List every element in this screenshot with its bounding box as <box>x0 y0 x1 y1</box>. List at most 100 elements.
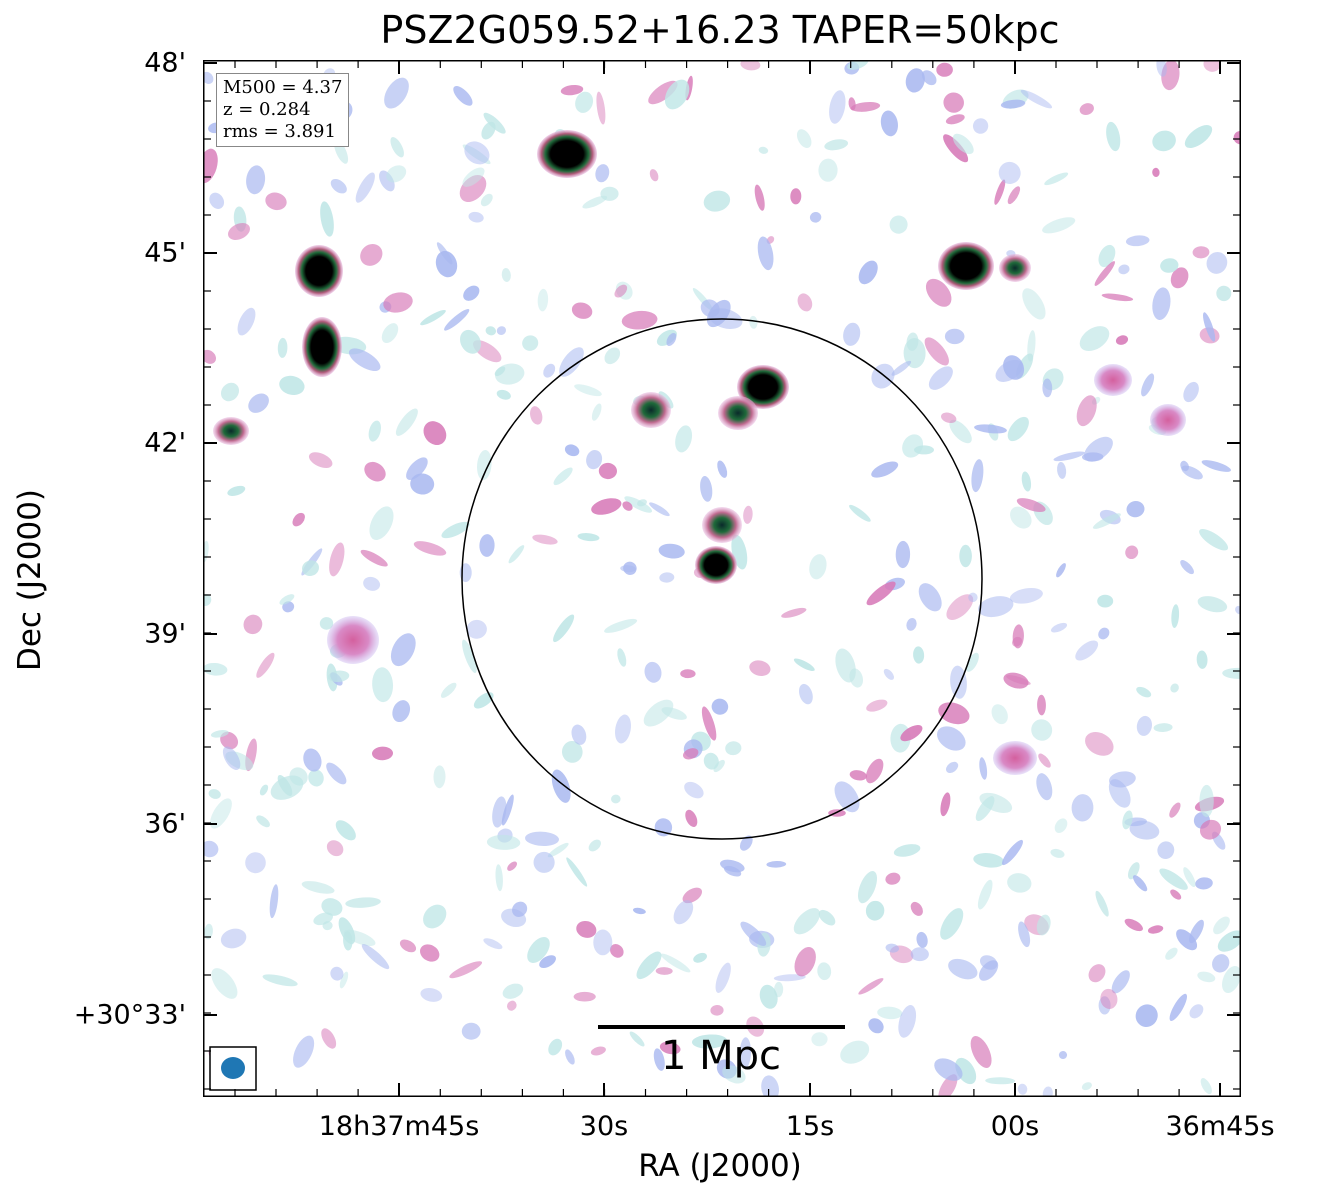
noise-blob <box>560 84 584 96</box>
noise-blob <box>468 211 484 223</box>
noise-blob <box>1195 877 1213 890</box>
noise-blob <box>693 952 707 963</box>
noise-blob <box>480 193 493 207</box>
noise-blob <box>308 452 333 468</box>
noise-blob <box>571 302 593 319</box>
noise-blob <box>1183 867 1196 888</box>
noise-blob <box>655 967 673 975</box>
noise-blob <box>576 920 597 938</box>
noise-blob <box>790 188 802 205</box>
noise-blob <box>924 337 949 366</box>
noise-blob <box>530 406 543 425</box>
noise-blob <box>420 987 443 1002</box>
noise-blob <box>925 278 952 307</box>
noise-blob <box>360 243 383 266</box>
noise-blob <box>680 669 696 679</box>
noise-blob <box>934 1058 963 1081</box>
pink-blob <box>327 616 379 664</box>
axis-ticks <box>203 60 1241 1097</box>
noise-blob <box>463 285 480 301</box>
noise-blob <box>719 859 745 873</box>
noise-blob <box>849 770 867 781</box>
noise-blob <box>1018 921 1031 948</box>
noise-blob <box>591 498 622 515</box>
radio-source <box>999 254 1031 282</box>
noise-blob <box>270 775 304 800</box>
noise-blob <box>796 129 812 148</box>
noise-blob <box>565 1049 575 1065</box>
beam-box <box>209 1046 257 1091</box>
noise-blob <box>1007 416 1029 442</box>
noise-blob <box>759 984 778 1009</box>
noise-blob <box>211 968 238 999</box>
noise-blob <box>1183 381 1199 403</box>
noise-blob <box>501 908 527 928</box>
noise-blob <box>621 310 658 330</box>
noise-blob <box>910 947 929 962</box>
noise-blob <box>1098 627 1110 640</box>
noise-blob <box>368 420 381 442</box>
noise-blob <box>636 951 662 980</box>
noise-blob <box>575 91 594 113</box>
noise-blob <box>1222 667 1241 679</box>
radio-source <box>737 365 789 409</box>
noise-blob <box>203 71 214 84</box>
radio-source <box>295 245 343 297</box>
noise-blob <box>1212 954 1230 973</box>
noise-blob <box>889 215 908 234</box>
noise-blob <box>507 1000 517 1011</box>
y-tick-label: 48' <box>144 47 186 79</box>
noise-blob <box>858 260 878 285</box>
noise-blob <box>900 725 923 742</box>
noise-blob <box>809 211 822 223</box>
noise-blob <box>596 91 606 125</box>
noise-blob <box>941 412 957 424</box>
noise-blob <box>1118 264 1130 275</box>
noise-blob <box>525 831 559 846</box>
noise-blob <box>620 565 636 573</box>
noise-blob <box>1199 528 1229 551</box>
noise-blob <box>1021 471 1032 492</box>
noise-blob <box>461 1022 481 1040</box>
noise-blob <box>664 79 690 110</box>
noise-blob <box>413 541 447 556</box>
noise-blob <box>1180 560 1194 575</box>
noise-blob <box>710 1004 724 1016</box>
noise-blob <box>1197 596 1228 613</box>
radio-source <box>213 417 249 445</box>
noise-blob <box>1009 587 1043 604</box>
noise-blob <box>653 1048 665 1071</box>
noise-blob <box>994 179 1006 205</box>
noise-blob <box>793 908 821 935</box>
noise-blob <box>440 682 457 698</box>
noise-blob <box>793 658 815 671</box>
noise-blob <box>502 983 524 999</box>
noise-blob <box>1038 753 1051 768</box>
noise-blob <box>588 839 601 852</box>
noise-blob <box>811 1032 828 1047</box>
noise-blobs <box>203 60 1241 1097</box>
noise-blob <box>1079 103 1094 116</box>
noise-blob <box>970 1036 992 1068</box>
noise-blob <box>222 746 241 771</box>
plot-title: PSZ2G059.52+16.23 TAPER=50kpc <box>380 8 1060 52</box>
noise-blob <box>593 929 613 956</box>
noise-blob <box>761 1075 779 1097</box>
pink-blob <box>993 741 1037 775</box>
noise-blob <box>462 144 491 165</box>
noise-blob <box>866 581 896 606</box>
noise-blob <box>1206 251 1228 274</box>
noise-blob <box>543 363 556 378</box>
noise-blob <box>279 594 295 605</box>
noise-blob <box>604 347 621 365</box>
noise-blob <box>1170 683 1179 693</box>
noise-blob <box>1056 563 1066 578</box>
noise-blob <box>857 870 878 904</box>
noise-blob <box>390 137 404 158</box>
noise-blob <box>561 741 583 763</box>
radio-source <box>695 546 737 584</box>
noise-blob <box>564 444 580 457</box>
noise-blob <box>940 908 964 940</box>
noise-blob <box>321 898 343 916</box>
noise-blob <box>1170 889 1182 900</box>
